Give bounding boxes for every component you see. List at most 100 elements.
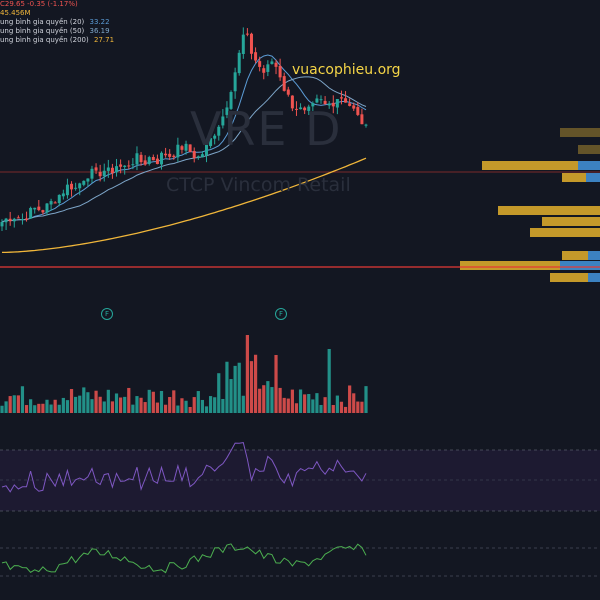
legend-ma20-row[interactable]: ung bình gia quyền (20) 33.22	[0, 18, 114, 27]
volume-bar	[237, 362, 241, 413]
volume-bar	[343, 406, 348, 413]
candle-body	[94, 167, 98, 171]
candle-body	[262, 68, 266, 73]
volume-bar	[331, 405, 335, 413]
oscillator-line	[1, 543, 367, 574]
candle-body	[4, 218, 8, 223]
legend-ma20-value: 33.22	[89, 18, 110, 26]
candle-body	[12, 218, 16, 222]
volume-bar	[163, 404, 168, 413]
volume-bar	[147, 389, 151, 413]
legend-volume: 45.456M	[0, 9, 31, 17]
volume-bar	[16, 395, 20, 413]
candle-body	[172, 155, 176, 158]
volume-profile-bar-segment	[578, 161, 600, 170]
volume-profile-bar	[578, 145, 600, 154]
candle-body	[307, 106, 311, 111]
indicator-legend: C29.65 -0.35 (-1.17%) 45.456M ung bình g…	[0, 0, 114, 45]
candle-body	[258, 61, 262, 67]
event-badge[interactable]: F	[101, 308, 113, 320]
volume-bar	[78, 395, 82, 413]
volume-profile-bar	[550, 273, 600, 282]
moving-averages	[1, 54, 367, 254]
candle-body	[303, 107, 307, 111]
candle-body	[82, 180, 86, 185]
volume-bar	[180, 398, 184, 413]
candle-body	[327, 103, 331, 106]
volume-bar	[319, 404, 323, 413]
volume-bar	[49, 404, 53, 413]
candle-body	[168, 153, 172, 157]
candle-body	[290, 95, 294, 109]
legend-ma50-row[interactable]: ung bình gia quyền (50) 36.19	[0, 27, 114, 36]
candle-body	[282, 76, 286, 91]
volume-bar	[90, 399, 94, 413]
volume-bar	[24, 405, 29, 413]
candle-body	[233, 72, 237, 92]
volume-bar	[204, 406, 209, 413]
candle-body	[315, 98, 319, 103]
legend-ma50-label: ung bình gia quyền (50)	[0, 27, 85, 35]
candle-body	[200, 154, 204, 158]
volume-bar	[143, 402, 147, 413]
volume-bar	[200, 399, 205, 413]
volume-bar	[74, 396, 78, 413]
candle-body	[331, 102, 335, 107]
volume-bar	[348, 385, 352, 413]
volume-bar	[86, 392, 90, 413]
candle-body	[192, 151, 196, 159]
candle-body	[196, 156, 200, 158]
candle-body	[225, 107, 229, 115]
volume-bar	[307, 394, 311, 413]
volume-pane	[0, 335, 368, 413]
legend-ma20-label: ung bình gia quyền (20)	[0, 18, 85, 26]
volume-bar	[294, 403, 299, 413]
candle-body	[106, 167, 110, 171]
volume-bar	[196, 391, 200, 413]
volume-bar	[8, 396, 12, 413]
candle-body	[245, 33, 249, 35]
volume-bar	[94, 390, 98, 413]
volume-bar	[61, 397, 65, 413]
candle-body	[49, 201, 53, 205]
candle-body	[254, 52, 258, 61]
volume-profile-bar	[530, 228, 600, 237]
volume-bar	[168, 397, 172, 413]
volume-bar	[233, 365, 237, 413]
volume-profile-bar	[542, 217, 600, 226]
candle-body	[356, 107, 360, 115]
event-badge[interactable]: F	[275, 308, 287, 320]
volume-profile	[460, 128, 600, 282]
volume-profile-bar	[562, 251, 600, 260]
volume-bar	[217, 373, 221, 413]
legend-price-change: C29.65 -0.35 (-1.17%)	[0, 0, 78, 8]
candle-body	[176, 144, 180, 158]
candle-body	[53, 202, 57, 204]
volume-bar	[270, 387, 274, 413]
candle-body	[25, 218, 29, 220]
volume-bar	[229, 379, 233, 413]
candle-body	[8, 218, 12, 222]
candle-body	[115, 166, 119, 173]
candle-body	[131, 164, 135, 166]
volume-bar	[315, 393, 319, 413]
candle-body	[29, 207, 33, 219]
volume-bar	[172, 390, 176, 413]
candle-body	[266, 64, 270, 72]
candle-body	[274, 62, 278, 67]
volume-bar	[245, 335, 249, 413]
volume-bar	[102, 401, 106, 413]
volume-bar	[258, 388, 262, 413]
volume-bar	[33, 405, 37, 413]
volume-bar	[286, 398, 290, 413]
candle-body	[344, 98, 348, 103]
volume-profile-bar-segment	[588, 251, 600, 260]
volume-bar	[37, 403, 41, 413]
volume-bar	[29, 399, 33, 413]
candle-body	[213, 135, 217, 139]
legend-ma200-row[interactable]: ung bình gia quyền (200) 27.71	[0, 36, 114, 45]
candle-body	[335, 98, 339, 108]
volume-bar	[266, 381, 270, 413]
volume-profile-bar	[560, 128, 600, 137]
